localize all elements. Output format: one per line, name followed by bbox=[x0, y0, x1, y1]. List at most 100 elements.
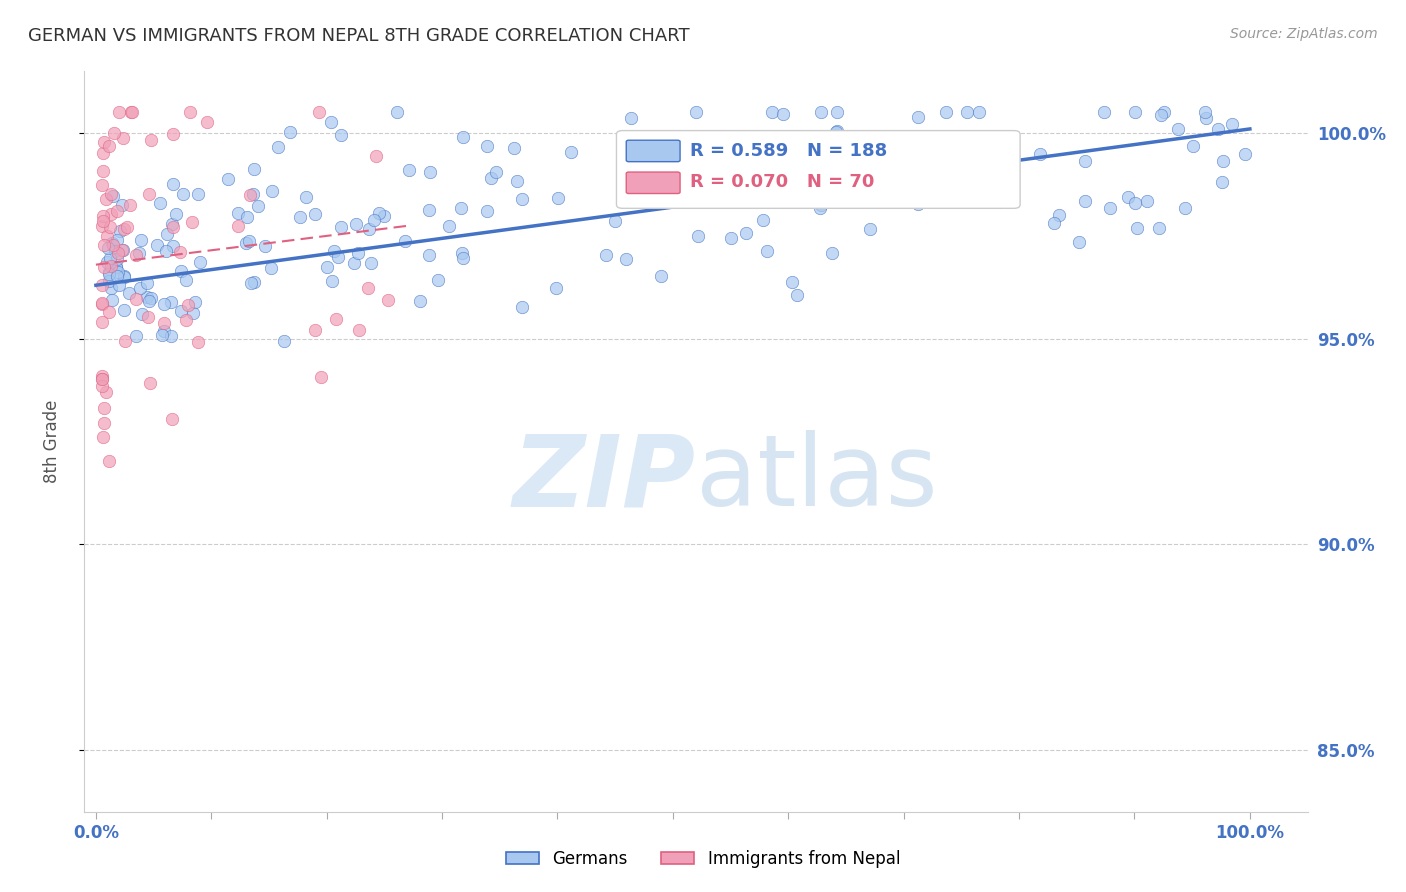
Point bbox=[93, 401, 115, 415]
Point bbox=[343, 256, 366, 270]
Point bbox=[595, 248, 617, 262]
Point bbox=[789, 178, 811, 193]
Point bbox=[120, 198, 142, 212]
Point bbox=[319, 115, 342, 129]
Point bbox=[450, 246, 472, 260]
Point bbox=[267, 139, 290, 153]
Point bbox=[105, 233, 128, 247]
Point bbox=[108, 277, 131, 292]
Point bbox=[112, 302, 135, 317]
Point bbox=[247, 199, 270, 213]
Point bbox=[294, 190, 316, 204]
Point bbox=[114, 334, 136, 348]
Point bbox=[118, 285, 141, 300]
Point bbox=[120, 105, 142, 120]
Point bbox=[1074, 153, 1097, 168]
Point bbox=[91, 145, 114, 160]
Point bbox=[450, 201, 472, 215]
Point bbox=[631, 191, 654, 205]
Point bbox=[755, 244, 778, 259]
Point bbox=[510, 192, 533, 206]
Point bbox=[93, 209, 115, 223]
Point bbox=[91, 164, 114, 178]
Point bbox=[821, 246, 844, 260]
Point bbox=[153, 324, 176, 338]
Point bbox=[974, 170, 997, 185]
Point bbox=[713, 145, 735, 160]
Point bbox=[90, 372, 112, 386]
Point bbox=[100, 186, 122, 201]
Point bbox=[1116, 190, 1139, 204]
Point bbox=[236, 210, 259, 224]
Point bbox=[107, 264, 129, 278]
FancyBboxPatch shape bbox=[626, 140, 681, 161]
Point bbox=[160, 411, 183, 425]
Point bbox=[97, 274, 120, 288]
Point bbox=[1047, 208, 1070, 222]
Point bbox=[373, 210, 395, 224]
Point bbox=[97, 304, 120, 318]
Point bbox=[217, 172, 239, 186]
Point bbox=[1167, 121, 1189, 136]
Point bbox=[503, 140, 526, 154]
Point bbox=[716, 146, 738, 161]
Point bbox=[174, 312, 197, 326]
Point bbox=[1074, 194, 1097, 209]
Point bbox=[112, 268, 135, 283]
Point bbox=[128, 246, 150, 260]
Point bbox=[1211, 175, 1233, 189]
Point bbox=[179, 105, 201, 120]
Point bbox=[924, 177, 946, 191]
Point bbox=[124, 328, 146, 343]
Point bbox=[112, 221, 135, 235]
Text: R = 0.589   N = 188: R = 0.589 N = 188 bbox=[690, 142, 887, 160]
Point bbox=[97, 241, 120, 255]
Point bbox=[243, 275, 266, 289]
Point bbox=[1206, 121, 1229, 136]
Point bbox=[316, 260, 339, 274]
Text: R = 0.070   N = 70: R = 0.070 N = 70 bbox=[690, 173, 875, 192]
Legend: Germans, Immigrants from Nepal: Germans, Immigrants from Nepal bbox=[499, 844, 907, 875]
Point bbox=[1182, 139, 1205, 153]
Point bbox=[153, 296, 176, 310]
Point bbox=[101, 189, 124, 203]
Point bbox=[238, 235, 260, 249]
Point bbox=[110, 198, 132, 212]
Point bbox=[226, 206, 249, 220]
Point bbox=[184, 294, 207, 309]
Point bbox=[125, 292, 148, 306]
Point bbox=[1234, 147, 1257, 161]
Point bbox=[160, 217, 183, 231]
Point bbox=[93, 416, 115, 430]
Point bbox=[817, 155, 839, 169]
Point bbox=[477, 204, 499, 219]
Point bbox=[125, 248, 148, 262]
Point bbox=[1220, 117, 1243, 131]
Point bbox=[150, 328, 173, 343]
Point bbox=[97, 454, 120, 468]
Point bbox=[162, 128, 184, 142]
Point bbox=[859, 222, 882, 236]
Point bbox=[187, 334, 209, 349]
Point bbox=[94, 192, 117, 206]
Point bbox=[325, 312, 347, 326]
Point bbox=[91, 369, 114, 384]
Point bbox=[107, 203, 129, 218]
Point bbox=[1173, 201, 1195, 215]
Point bbox=[93, 238, 115, 252]
Point bbox=[624, 135, 647, 149]
Point bbox=[650, 268, 672, 283]
Point bbox=[955, 173, 977, 187]
Point bbox=[96, 254, 118, 268]
Point bbox=[481, 170, 503, 185]
Point bbox=[112, 131, 135, 145]
Point bbox=[96, 228, 118, 243]
Point bbox=[344, 217, 367, 231]
Point bbox=[347, 246, 370, 260]
Point bbox=[409, 294, 432, 309]
Point bbox=[872, 136, 894, 150]
Point bbox=[309, 369, 332, 384]
Point bbox=[235, 236, 257, 251]
Point bbox=[935, 105, 957, 120]
Point bbox=[868, 194, 890, 209]
